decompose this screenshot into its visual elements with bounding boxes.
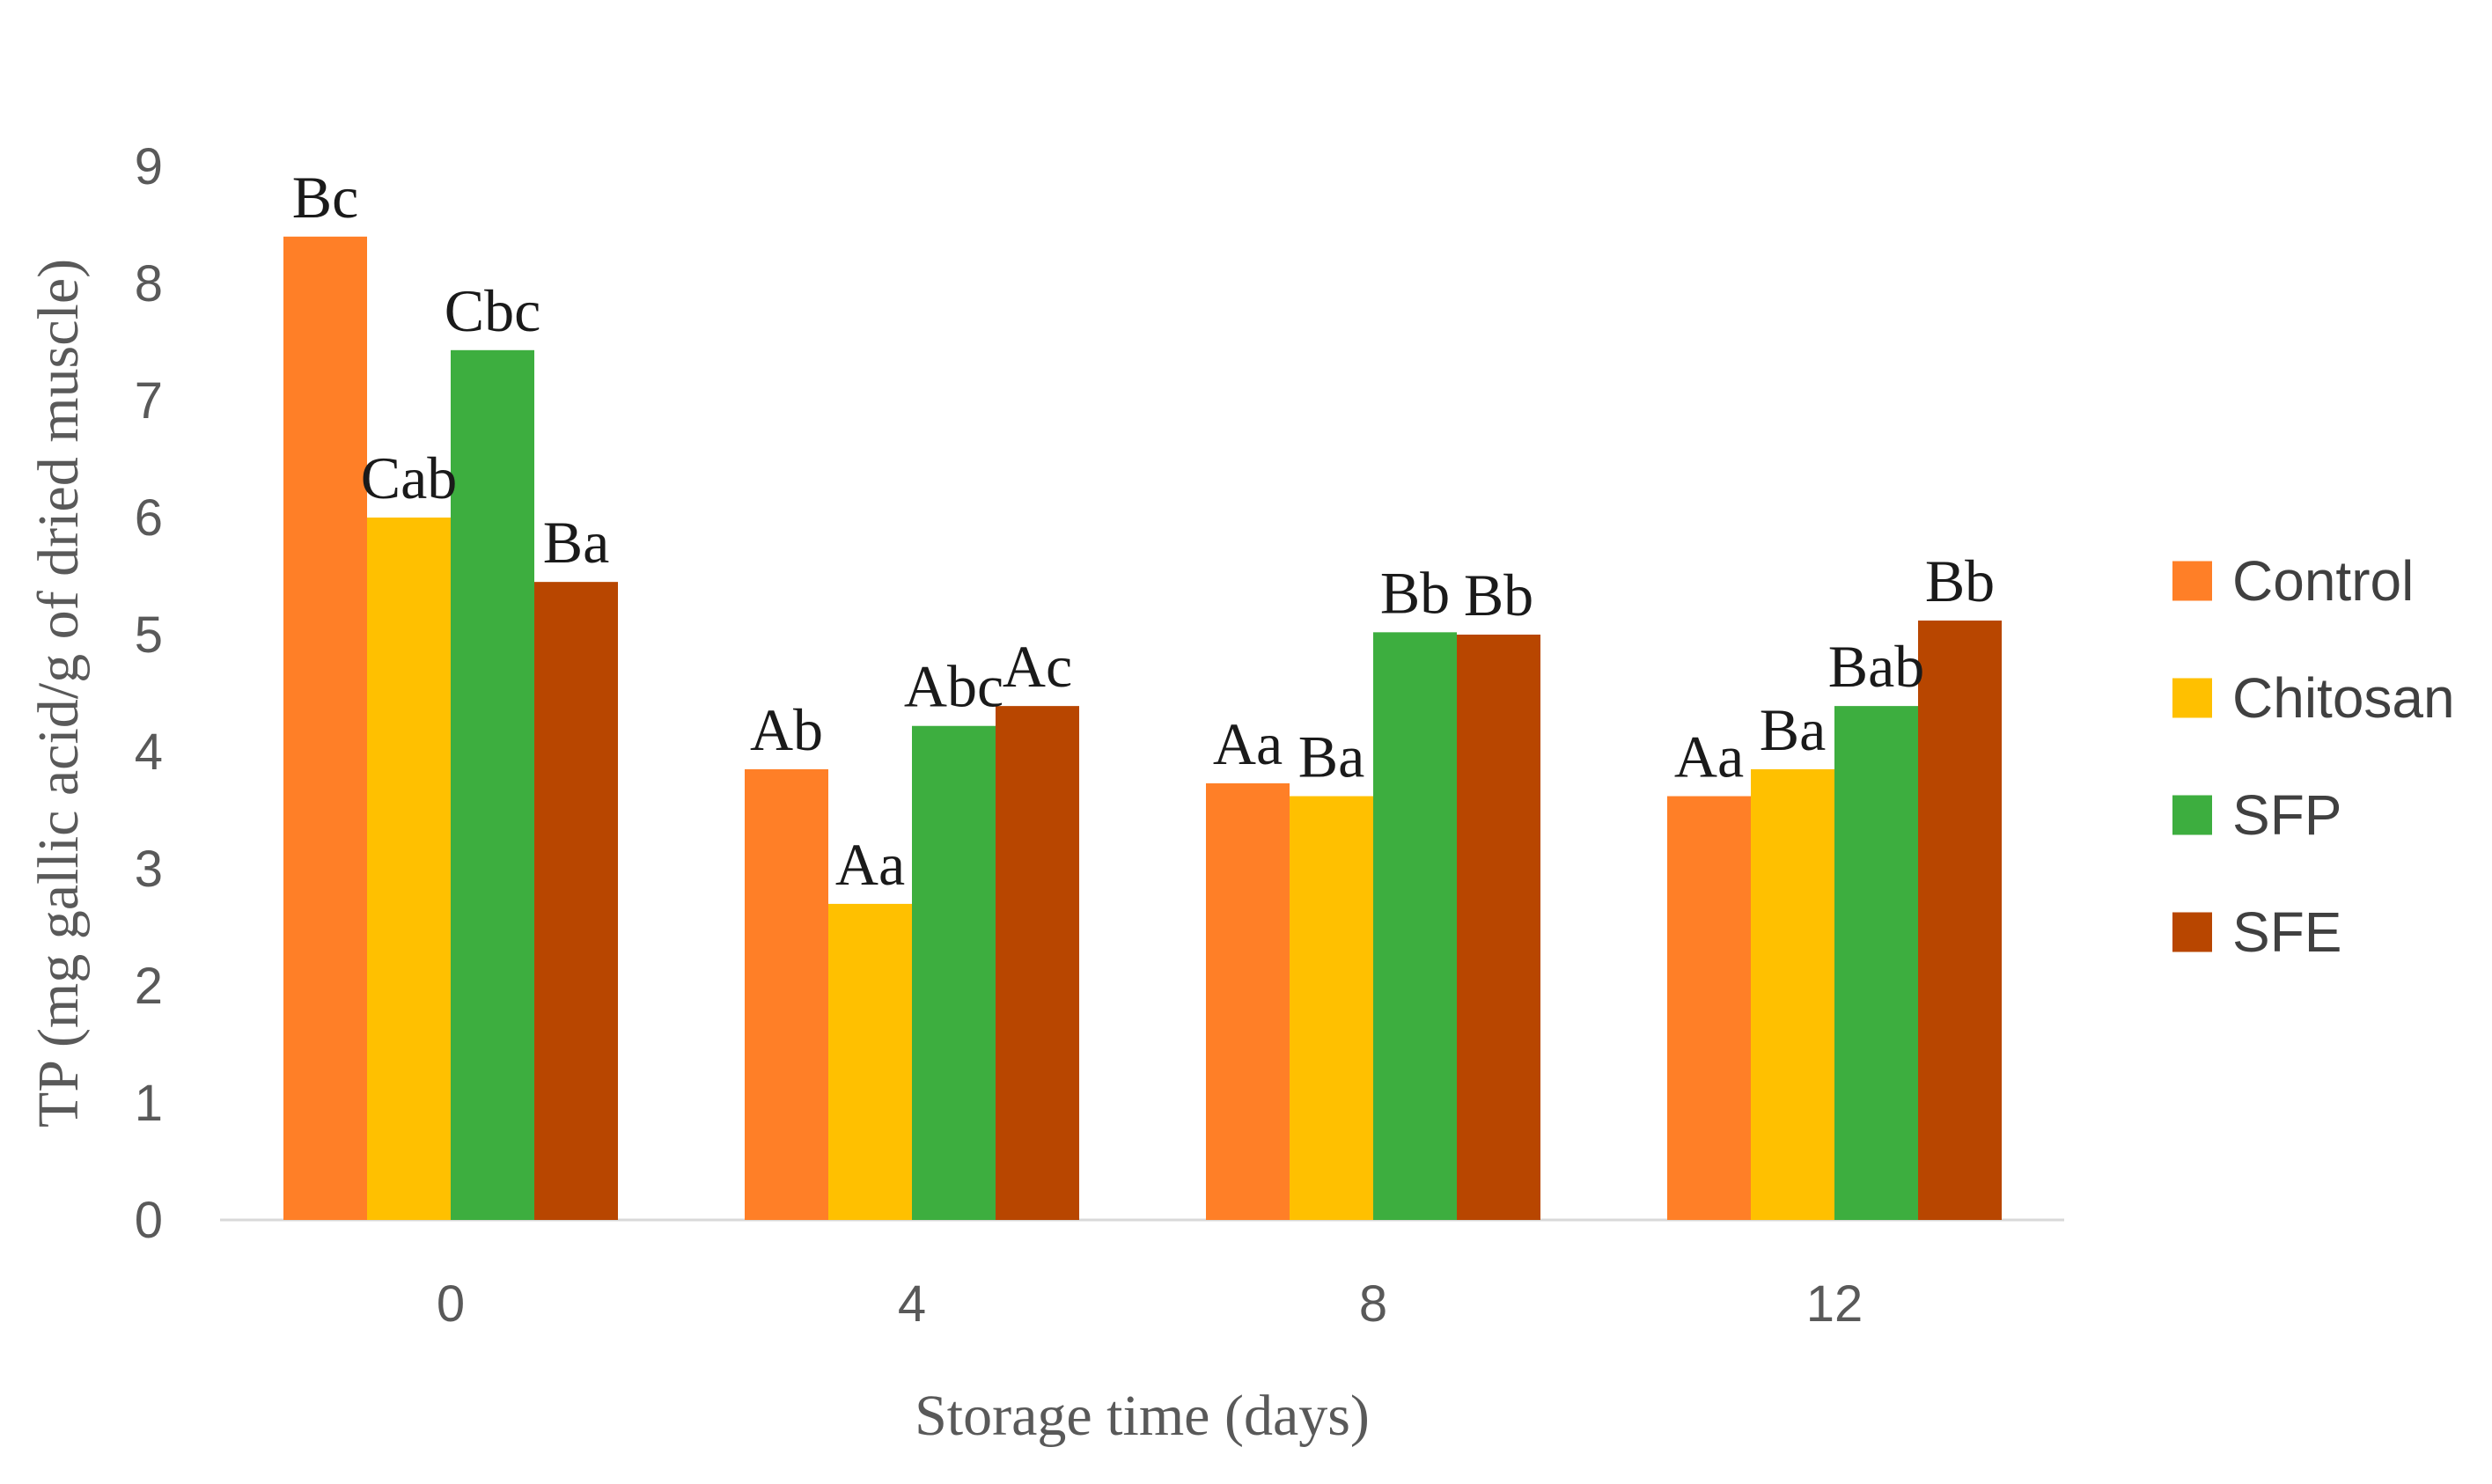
y-tick-label: 8 [135, 255, 163, 312]
legend-swatch-control [2172, 561, 2212, 601]
bar-data-label: Cab [361, 444, 458, 511]
y-tick-label: 4 [135, 724, 163, 781]
bar-sfe-day-0 [534, 582, 618, 1220]
x-tick-label: 8 [1359, 1275, 1387, 1333]
y-axis-title: TP (mg gallic acid/g of dried muscle) [26, 259, 91, 1128]
bar-sfe-day-8 [1457, 635, 1540, 1220]
y-tick-label: 6 [135, 489, 163, 547]
bar-data-label: Bb [1464, 562, 1533, 628]
bar-control-day-4 [745, 768, 828, 1220]
bar-data-label: Bc [292, 164, 359, 231]
legend-label: Control [2232, 549, 2414, 613]
bar-data-label: Ba [1298, 724, 1365, 790]
bar-chitosan-day-4 [828, 903, 912, 1220]
bar-control-day-12 [1667, 796, 1751, 1220]
y-tick-label: 0 [135, 1192, 163, 1249]
bar-data-label: Ba [543, 509, 610, 576]
bar-sfe-day-4 [996, 706, 1079, 1220]
bars [283, 236, 2002, 1220]
legend-label: SFE [2232, 900, 2341, 964]
y-tick-label: 5 [135, 606, 163, 664]
y-tick-label: 1 [135, 1075, 163, 1132]
bar-control-day-8 [1206, 782, 1290, 1220]
bar-data-label: Abc [904, 653, 1003, 720]
bar-data-label: Aa [1674, 724, 1744, 790]
bar-data-label: Ab [750, 696, 823, 763]
legend: Control Chitosan SFP SFE [2172, 549, 2455, 964]
bar-sfp-day-12 [1834, 706, 1918, 1220]
bar-chitosan-day-12 [1751, 768, 1834, 1220]
legend-label: Chitosan [2232, 666, 2455, 730]
bar-data-label: Ba [1760, 696, 1827, 763]
bar-data-label: Bab [1828, 633, 1925, 700]
bar-chitosan-day-8 [1290, 796, 1373, 1220]
bar-data-label: Ac [1003, 633, 1072, 700]
bar-data-label: Aa [835, 831, 905, 898]
y-tick-label: 7 [135, 372, 163, 430]
x-axis-title: Storage time (days) [915, 1384, 1370, 1448]
bar-data-label: Aa [1213, 710, 1283, 777]
bar-sfp-day-4 [912, 725, 996, 1220]
x-tick-label: 12 [1806, 1275, 1863, 1333]
legend-swatch-sfe [2172, 912, 2212, 952]
bar-sfp-day-0 [451, 349, 534, 1220]
bar-control-day-0 [283, 236, 367, 1220]
bar-data-label: Bb [1925, 547, 1995, 614]
x-tick-label: 4 [898, 1275, 926, 1333]
bar-sfp-day-8 [1373, 632, 1457, 1220]
x-axis-ticks: 0 4 8 12 [437, 1275, 1863, 1333]
y-tick-label: 9 [135, 138, 163, 195]
bar-chitosan-day-0 [367, 518, 451, 1220]
bar-sfe-day-12 [1918, 621, 2002, 1220]
legend-swatch-chitosan [2172, 678, 2212, 718]
y-axis-ticks: 0 1 2 3 4 5 6 7 8 9 [135, 138, 163, 1249]
bar-data-label: Bb [1380, 559, 1450, 626]
legend-swatch-sfp [2172, 795, 2212, 835]
y-tick-label: 3 [135, 841, 163, 898]
legend-label: SFP [2232, 783, 2341, 847]
x-tick-label: 0 [437, 1275, 465, 1333]
y-tick-label: 2 [135, 958, 163, 1015]
bar-data-label: Cbc [445, 277, 541, 344]
